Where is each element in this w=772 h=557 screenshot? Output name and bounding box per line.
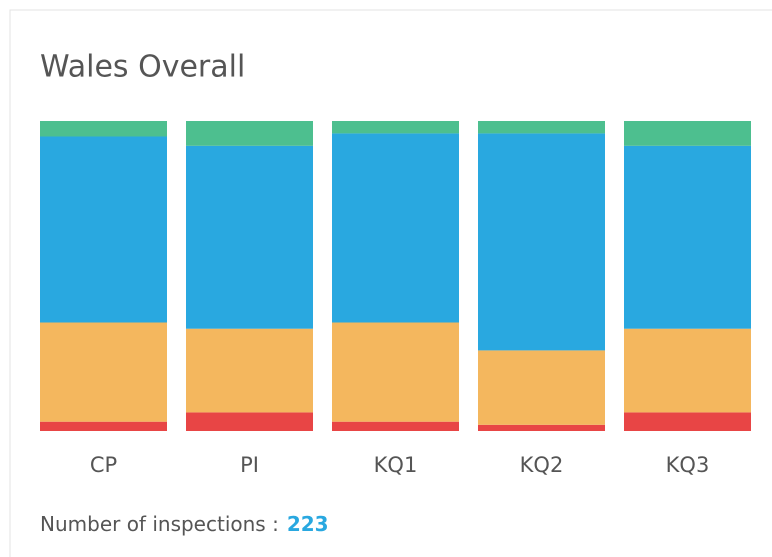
bar-segment xyxy=(40,421,167,431)
bar-segment xyxy=(186,121,313,146)
bar-segment xyxy=(624,412,751,431)
chart-title: Wales Overall xyxy=(40,50,245,85)
footer-value: 223 xyxy=(287,512,329,536)
x-tick-label: KQ1 xyxy=(374,453,418,477)
bar-segment xyxy=(332,322,459,422)
bar-segment xyxy=(186,145,313,329)
footer-label: Number of inspections : xyxy=(40,512,279,536)
bar-segment xyxy=(332,421,459,431)
x-tick-label: CP xyxy=(90,453,117,477)
bar-segment xyxy=(40,121,167,137)
x-tick-label: KQ2 xyxy=(520,453,564,477)
x-tick-label: PI xyxy=(240,453,259,477)
bar-segment xyxy=(478,133,605,351)
bar-segment xyxy=(332,121,459,134)
footer: Number of inspections : 223 xyxy=(40,512,329,536)
bar-segment xyxy=(478,350,605,425)
bar-segment xyxy=(624,121,751,146)
bar-segment xyxy=(478,424,605,431)
bar-segment xyxy=(40,136,167,323)
bar-segment xyxy=(186,328,313,413)
bar-segment xyxy=(332,133,459,323)
bar-segment xyxy=(624,328,751,413)
x-tick-label: KQ3 xyxy=(666,453,710,477)
bar-segment xyxy=(40,322,167,422)
bar-segment xyxy=(186,412,313,431)
bar-segment xyxy=(478,121,605,134)
bar-segment xyxy=(624,145,751,329)
